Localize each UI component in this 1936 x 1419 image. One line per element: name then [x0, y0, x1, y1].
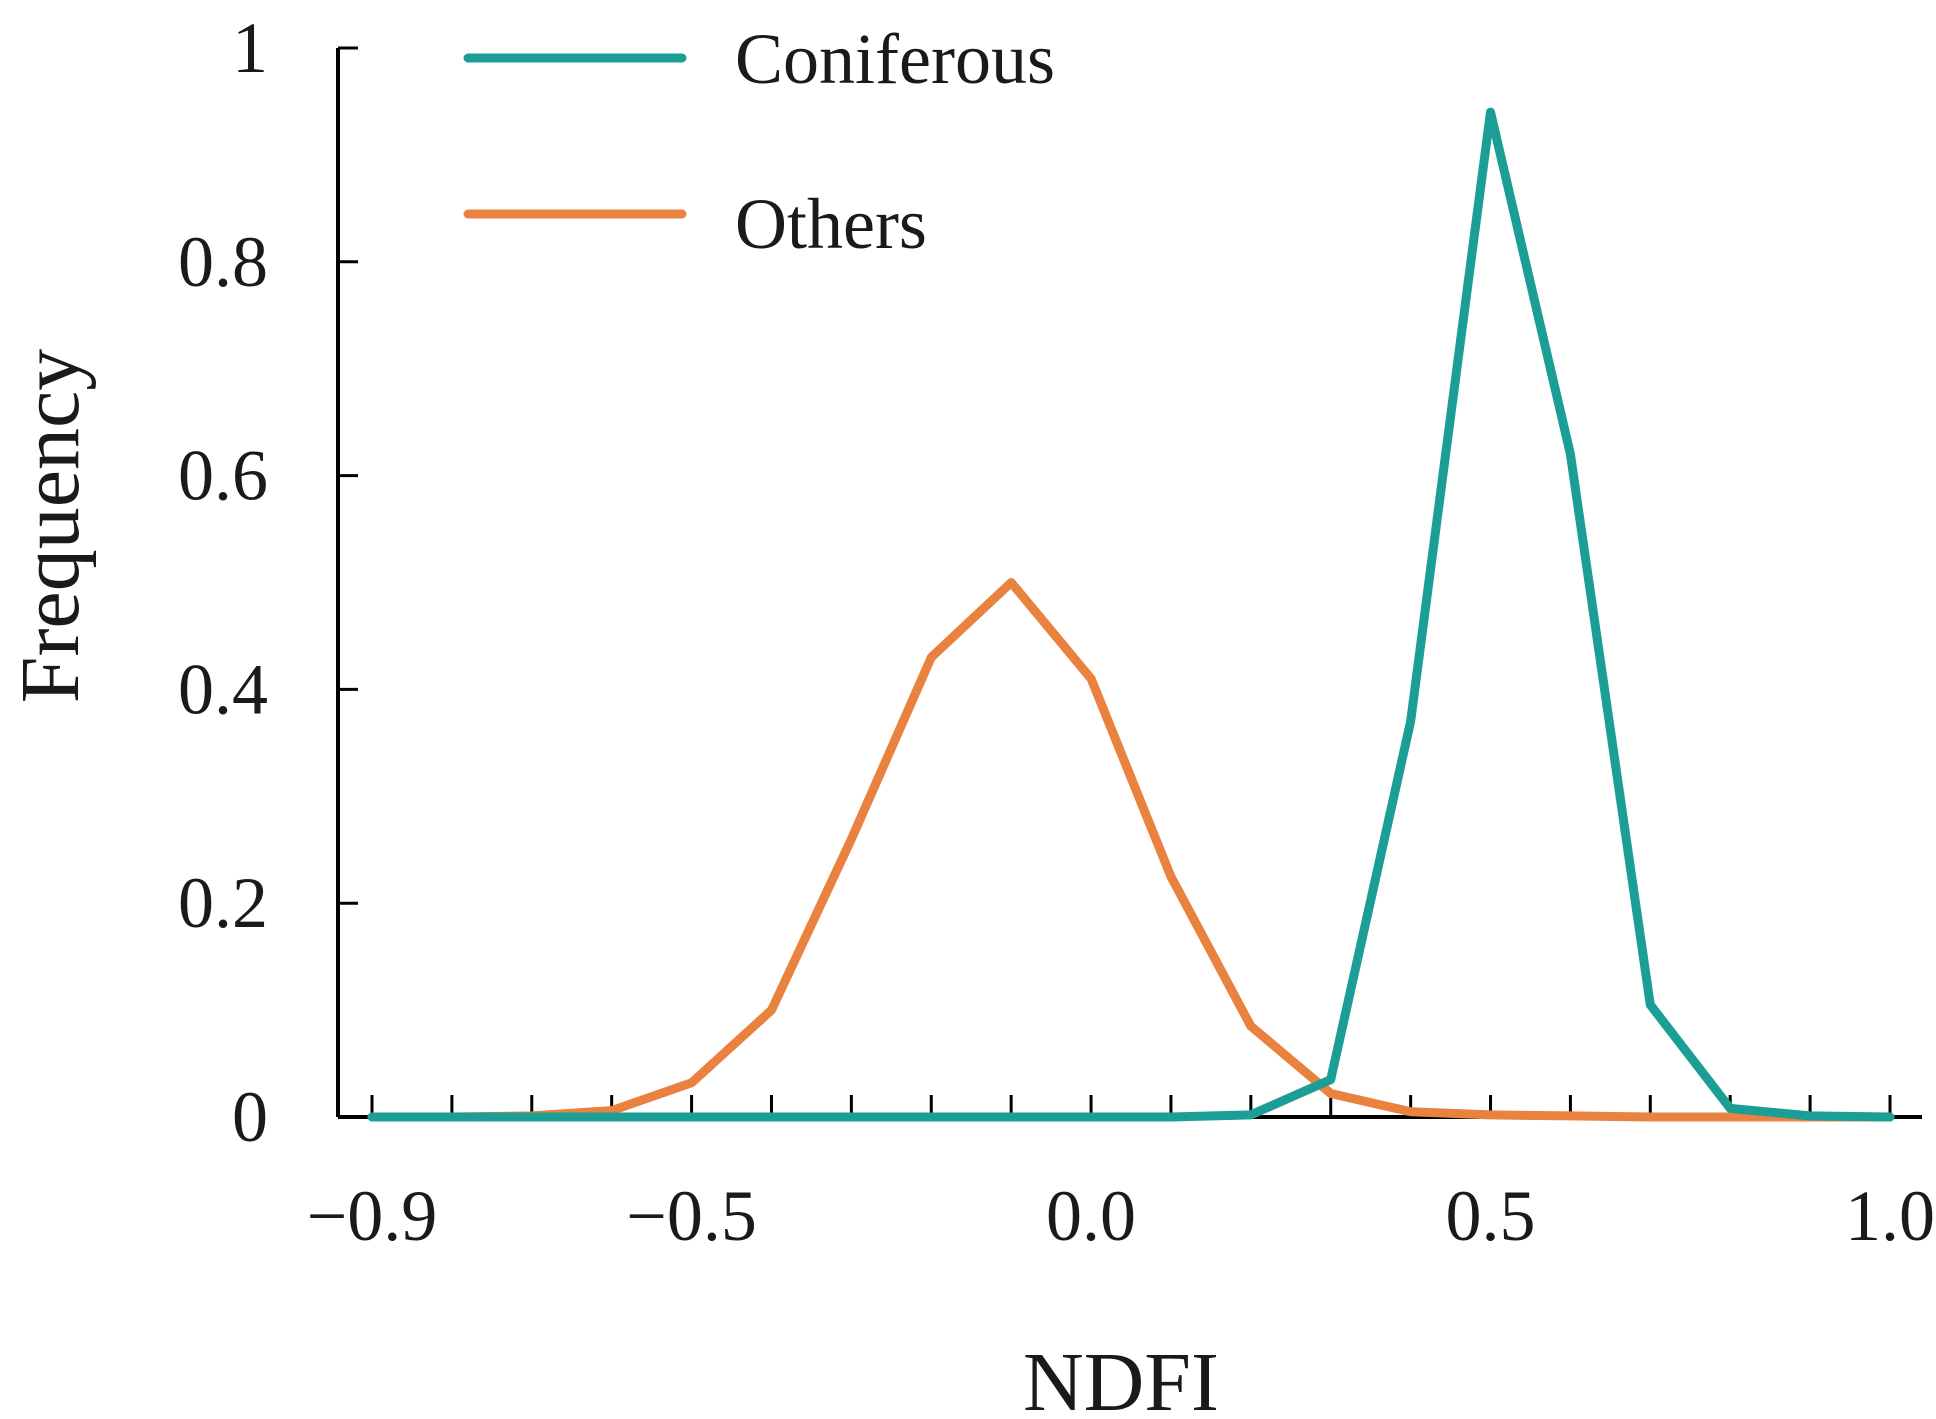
y-axis-label: Frequency	[4, 349, 97, 704]
series-line-coniferous	[367, 107, 1895, 1122]
y-tick-label-0: 0	[232, 1077, 268, 1157]
x-tick-label-1: −0.5	[626, 1176, 757, 1256]
x-axis-label: NDFI	[1023, 1336, 1219, 1419]
x-tick-label-0: −0.9	[307, 1176, 438, 1256]
series-line-others	[367, 578, 1895, 1122]
x-tick-label-2: 0.0	[1046, 1176, 1136, 1256]
legend: Coniferous Others	[463, 19, 1055, 264]
y-tick-label-2: 0.4	[178, 649, 268, 729]
y-tick-label-4: 0.8	[178, 222, 268, 302]
series-lines	[367, 107, 1895, 1122]
legend-label-others: Others	[735, 184, 927, 264]
x-ticks: −0.9 −0.5 0.0 0.5 1.0	[307, 1095, 1935, 1256]
y-tick-label-3: 0.6	[178, 436, 268, 516]
y-tick-label-1: 0.2	[178, 863, 268, 943]
legend-label-coniferous: Coniferous	[735, 19, 1055, 99]
axes	[336, 48, 1922, 1119]
y-ticks: 0 0.2 0.4 0.6 0.8 1	[178, 8, 358, 1157]
x-tick-label-3: 0.5	[1446, 1176, 1536, 1256]
y-tick-label-5: 1	[232, 8, 268, 88]
x-tick-label-4: 1.0	[1845, 1176, 1935, 1256]
